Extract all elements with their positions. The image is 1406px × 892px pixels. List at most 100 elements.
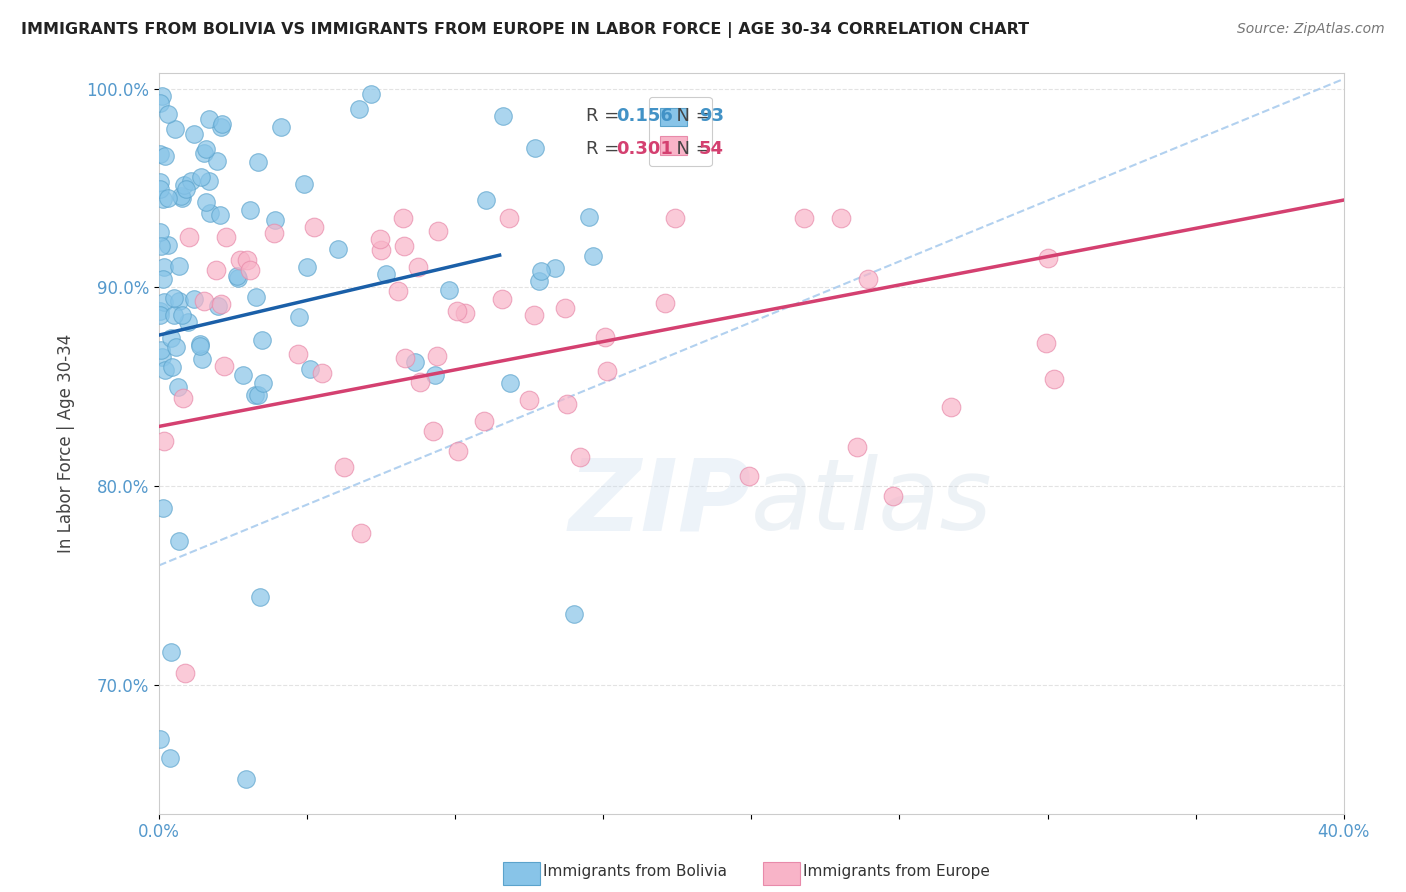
Point — [1035, 336, 1057, 351]
Point — [392, 211, 415, 225]
Point — [163, 291, 186, 305]
Point — [209, 120, 232, 134]
Point — [845, 440, 868, 454]
Point — [162, 360, 184, 375]
Point — [246, 154, 269, 169]
Point — [149, 182, 172, 196]
Text: ZIP: ZIP — [568, 454, 751, 551]
Point — [170, 191, 193, 205]
Point — [173, 178, 195, 192]
Point — [209, 297, 232, 311]
Point — [167, 259, 190, 273]
Point — [153, 295, 176, 310]
Point — [527, 274, 550, 288]
Point — [239, 202, 262, 217]
Point — [422, 424, 444, 438]
Point — [664, 211, 686, 225]
Point — [249, 590, 271, 604]
Point — [499, 376, 522, 390]
Point — [1043, 372, 1066, 386]
Text: 54: 54 — [699, 140, 724, 158]
Point — [298, 362, 321, 376]
Point — [155, 363, 177, 377]
Point — [191, 351, 214, 366]
Text: atlas: atlas — [751, 454, 993, 551]
Point — [454, 306, 477, 320]
Point — [194, 194, 217, 209]
Point — [347, 102, 370, 116]
Point — [264, 212, 287, 227]
Point — [177, 230, 200, 244]
Point — [304, 220, 326, 235]
Point — [188, 339, 211, 353]
Point — [150, 350, 173, 364]
Point — [738, 468, 761, 483]
Point — [198, 206, 221, 220]
Point — [215, 230, 238, 244]
Point — [156, 106, 179, 120]
Point — [205, 154, 228, 169]
Point — [198, 112, 221, 127]
Point — [392, 238, 415, 252]
Point — [941, 400, 963, 414]
Point — [245, 290, 267, 304]
Point — [153, 149, 176, 163]
Point — [149, 308, 172, 322]
Point — [830, 211, 852, 225]
Point — [295, 260, 318, 275]
Point — [882, 489, 904, 503]
Point — [387, 285, 409, 299]
Point — [292, 177, 315, 191]
Point — [149, 239, 172, 253]
Point — [375, 267, 398, 281]
Point — [149, 343, 172, 357]
Point — [326, 242, 349, 256]
Point — [404, 355, 426, 369]
Point — [153, 434, 176, 448]
Point — [426, 224, 449, 238]
Point — [167, 293, 190, 308]
Point — [177, 315, 200, 329]
Point — [167, 380, 190, 394]
Point — [159, 645, 181, 659]
Text: 0.301: 0.301 — [616, 140, 672, 158]
Point — [150, 89, 173, 103]
Point — [229, 253, 252, 268]
Text: R =: R = — [586, 107, 626, 125]
Point — [152, 272, 174, 286]
Text: Source: ZipAtlas.com: Source: ZipAtlas.com — [1237, 22, 1385, 37]
Point — [195, 143, 218, 157]
Point — [1036, 252, 1059, 266]
Point — [529, 264, 551, 278]
Point — [596, 364, 619, 378]
Point — [167, 533, 190, 548]
Point — [149, 225, 172, 239]
Point — [492, 109, 515, 123]
Point — [472, 413, 495, 427]
Point — [235, 772, 257, 786]
Point — [569, 450, 592, 464]
Point — [263, 226, 285, 240]
Point — [166, 340, 188, 354]
Y-axis label: In Labor Force | Age 30-34: In Labor Force | Age 30-34 — [58, 334, 75, 553]
Point — [370, 232, 392, 246]
Legend: , : , — [648, 97, 711, 166]
Point — [198, 174, 221, 188]
Point — [156, 237, 179, 252]
Point — [160, 331, 183, 345]
Point — [562, 607, 585, 621]
Point — [332, 459, 354, 474]
Point — [152, 192, 174, 206]
Text: 93: 93 — [699, 107, 724, 125]
Point — [232, 368, 254, 383]
Point — [172, 391, 194, 405]
Point — [350, 525, 373, 540]
Point — [149, 146, 172, 161]
Point — [183, 128, 205, 142]
Point — [174, 181, 197, 195]
Point — [858, 272, 880, 286]
Point — [149, 96, 172, 111]
Point — [163, 308, 186, 322]
Point — [211, 117, 233, 131]
Point — [157, 191, 180, 205]
